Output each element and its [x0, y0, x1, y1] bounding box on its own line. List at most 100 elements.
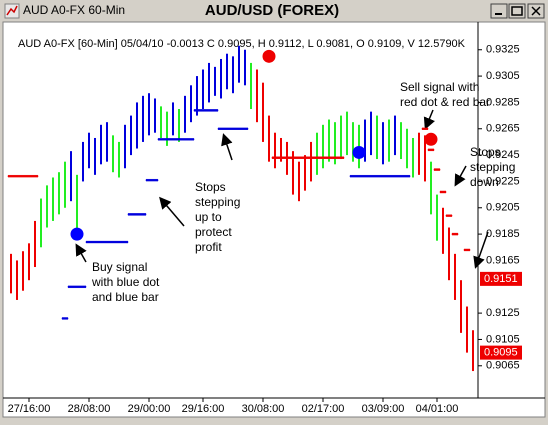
annotation: with blue dot — [91, 275, 160, 289]
stop-dot — [425, 127, 429, 131]
stop-dot — [23, 174, 27, 178]
annotation: protect — [195, 225, 232, 239]
price-bar — [262, 82, 264, 142]
stop-dot — [301, 156, 305, 160]
stop-dot — [15, 174, 19, 178]
stop-dot — [383, 174, 387, 178]
price-tag — [480, 271, 522, 286]
price-tag — [480, 345, 522, 360]
stop-dot — [393, 174, 397, 178]
stop-dot — [227, 127, 231, 131]
annotation: stepping — [470, 160, 515, 174]
stop-dot — [463, 248, 467, 252]
price-bar — [214, 66, 216, 96]
price-bar — [22, 251, 24, 291]
stop-dot — [95, 240, 99, 244]
annotation: Stops — [470, 145, 501, 159]
stop-dot — [93, 240, 97, 244]
stop-dot — [333, 156, 337, 160]
stop-dot — [181, 137, 185, 141]
stop-dot — [215, 109, 219, 112]
price-tag-label: 0.9151 — [484, 273, 518, 285]
stop-dot — [185, 137, 189, 141]
minimize-button[interactable] — [490, 3, 508, 19]
stop-dot — [359, 174, 363, 178]
stop-dot — [273, 156, 277, 160]
price-bar — [274, 132, 276, 169]
price-bar — [442, 207, 444, 254]
price-bar — [298, 161, 300, 202]
price-bar — [232, 56, 234, 94]
price-bar — [454, 253, 456, 300]
stop-dot — [109, 240, 113, 244]
stop-dot — [103, 240, 107, 244]
stop-dot — [209, 109, 213, 112]
stop-dot — [329, 156, 333, 160]
stop-dot — [385, 174, 389, 178]
price-bar — [130, 115, 132, 156]
stop-dot — [293, 156, 297, 160]
stop-dot — [61, 317, 65, 320]
price-bar — [364, 119, 366, 162]
stop-dot — [111, 240, 115, 244]
price-bar — [112, 135, 114, 173]
price-bar — [202, 69, 204, 110]
stop-dot — [391, 174, 395, 178]
price-bar — [418, 132, 420, 175]
stop-dot — [421, 127, 425, 131]
stop-dot — [355, 174, 359, 178]
price-bar — [316, 132, 318, 175]
stop-dot — [161, 137, 165, 141]
signal-dot — [424, 132, 438, 146]
stop-dot — [295, 156, 299, 160]
stop-dot — [373, 174, 377, 178]
price-bar — [268, 115, 270, 162]
stop-dot — [87, 240, 91, 244]
stop-dot — [191, 137, 195, 141]
stop-dot — [285, 156, 289, 160]
stop-dot — [453, 232, 457, 236]
stop-dot — [163, 137, 167, 141]
stop-dot — [361, 174, 365, 178]
y-tick-label: 0.9165 — [486, 254, 520, 266]
stop-dot — [71, 285, 75, 289]
stop-dot — [129, 213, 133, 216]
stop-dot — [325, 156, 329, 160]
price-bar — [154, 98, 156, 133]
stop-dot — [17, 174, 21, 178]
stop-dot — [213, 109, 217, 112]
stop-dot — [35, 174, 39, 178]
y-tick-label: 0.9285 — [486, 96, 520, 108]
window-icon-glyph — [6, 5, 18, 16]
stop-dot — [127, 213, 131, 216]
price-bar — [376, 115, 378, 160]
stop-dot — [7, 174, 11, 178]
annotation: red dot & red bar — [400, 95, 490, 109]
price-bar — [310, 141, 312, 182]
window-title: AUD/USD (FOREX) — [205, 2, 339, 19]
annotation: up to — [195, 210, 222, 224]
price-bar — [190, 85, 192, 123]
stop-dot — [387, 174, 391, 178]
price-bar — [34, 220, 36, 268]
chart-area — [2, 21, 546, 418]
stop-dot — [465, 248, 469, 252]
stop-dot — [289, 156, 293, 160]
stop-dot — [403, 174, 407, 178]
price-bar — [322, 124, 324, 169]
stop-dot — [231, 127, 235, 131]
stop-dot — [69, 285, 73, 289]
stop-dot — [219, 127, 223, 131]
stop-dot — [125, 240, 129, 244]
price-bar — [46, 185, 48, 228]
stop-dot — [137, 213, 141, 216]
stop-dot — [323, 156, 327, 160]
stop-dot — [149, 178, 153, 182]
stop-dot — [337, 156, 341, 160]
arrows — [75, 109, 489, 269]
stop-dot — [119, 240, 123, 244]
signal-dot — [352, 145, 366, 159]
x-tick-label: 27/16:00 — [8, 403, 51, 415]
stop-dot — [197, 109, 201, 112]
